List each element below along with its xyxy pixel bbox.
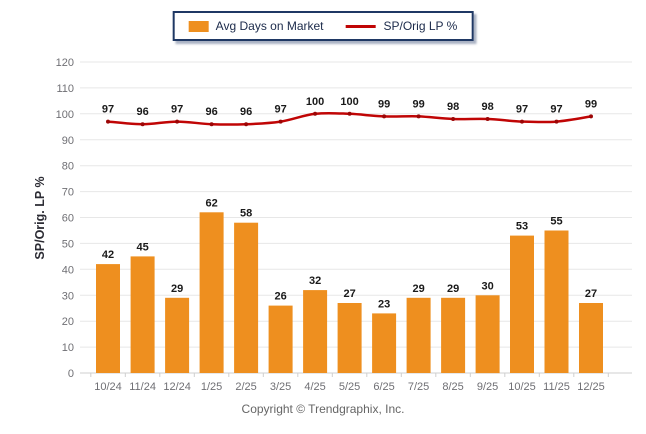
bar-value-label: 55: [550, 216, 562, 228]
line-point-marker: [313, 111, 318, 116]
bar-series-swatch-icon: [188, 20, 209, 32]
avg-days-bar: [510, 235, 534, 373]
bar-value-label: 27: [343, 288, 355, 300]
line-value-label: 100: [340, 96, 358, 108]
y-axis-tick-label: 20: [62, 316, 74, 328]
avg-days-bar: [234, 222, 259, 373]
avg-days-bar: [372, 313, 397, 373]
line-point-marker: [209, 122, 214, 127]
line-value-label: 98: [447, 101, 459, 113]
line-value-label: 96: [205, 106, 217, 118]
combo-chart-canvas: 0 10 20 30 40 50 60 70 80 90 100 110 120 10/24 11/24 12…: [33, 57, 632, 393]
bar-value-label: 29: [447, 283, 459, 295]
avg-days-bar: [130, 256, 155, 373]
line-point-marker: [175, 119, 180, 124]
line-value-label: 97: [516, 104, 528, 116]
line-point-marker: [589, 114, 593, 119]
line-value-label: 97: [550, 104, 562, 116]
line-value-label: 96: [136, 106, 148, 118]
avg-days-bar: [303, 290, 328, 373]
x-axis-category-label: 10/25: [508, 381, 536, 393]
legend-label-sp-orig-lp: SP/Orig LP %: [383, 19, 458, 33]
line-point-marker: [347, 111, 352, 116]
bar-value-label: 29: [171, 283, 183, 295]
bar-value-label: 32: [309, 275, 321, 287]
y-axis-tick-label: 0: [68, 368, 74, 380]
line-value-label: 100: [306, 96, 324, 108]
avg-days-bar: [96, 264, 120, 373]
line-point-marker: [244, 122, 249, 127]
line-value-label: 97: [274, 104, 286, 116]
line-value-label: 99: [585, 98, 597, 110]
avg-days-bar: [165, 297, 190, 373]
x-axis-category-label: 6/25: [373, 381, 394, 393]
y-axis-tick-label: 60: [62, 213, 74, 225]
avg-days-bar: [268, 305, 293, 373]
line-point-marker: [451, 117, 456, 121]
x-axis-category-label: 11/25: [543, 381, 570, 393]
bar-value-label: 58: [240, 208, 252, 220]
line-value-label: 96: [240, 106, 252, 118]
x-axis-category-label: 9/25: [477, 381, 498, 393]
legend-label-avg-days: Avg Days on Market: [215, 19, 324, 33]
line-point-marker: [416, 114, 421, 119]
x-axis-category-label: 11/24: [129, 381, 156, 393]
line-value-label: 97: [102, 104, 114, 116]
line-value-label: 99: [412, 98, 424, 110]
y-axis-tick-label: 80: [62, 161, 74, 173]
x-axis-category-label: 3/25: [270, 381, 291, 393]
y-axis-tick-label: 70: [62, 187, 74, 199]
x-axis-category-label: 10/24: [94, 381, 122, 393]
avg-days-bar: [337, 303, 362, 373]
x-axis-category-label: 7/25: [408, 381, 429, 393]
y-axis-tick-label: 30: [62, 290, 74, 302]
bar-value-label: 53: [516, 221, 528, 233]
line-series-swatch-icon: [345, 24, 376, 28]
y-axis-tick-label: 120: [56, 57, 74, 69]
x-axis-category-label: 12/25: [577, 381, 605, 393]
avg-days-bar: [406, 297, 431, 373]
line-point-marker: [278, 119, 283, 124]
line-point-marker: [485, 117, 490, 121]
line-value-label: 97: [171, 104, 183, 116]
bar-value-label: 27: [585, 288, 597, 300]
x-axis-category-label: 8/25: [442, 381, 463, 393]
avg-days-bar: [544, 230, 569, 373]
line-point-marker: [382, 114, 387, 119]
y-axis-tick-label: 90: [62, 135, 74, 147]
bar-value-label: 62: [205, 197, 217, 209]
bar-value-label: 45: [136, 241, 148, 253]
y-axis-tick-label: 50: [62, 238, 74, 250]
line-value-label: 98: [481, 101, 493, 113]
bar-value-label: 26: [274, 291, 286, 303]
bar-value-label: 23: [378, 298, 390, 310]
chart-legend: Avg Days on Market SP/Orig LP %: [172, 11, 474, 41]
y-axis-tick-label: 40: [62, 264, 74, 276]
y-axis-tick-label: 10: [62, 342, 74, 354]
x-axis-category-label: 12/24: [163, 381, 191, 393]
x-axis-category-label: 2/25: [235, 381, 256, 393]
avg-days-bar: [579, 303, 603, 373]
y-axis-tick-label: 100: [56, 109, 74, 121]
x-axis-category-label: 1/25: [201, 381, 222, 393]
x-axis-category-label: 4/25: [304, 381, 325, 393]
line-point-marker: [140, 122, 145, 127]
bar-value-label: 29: [412, 283, 424, 295]
bar-value-label: 30: [481, 280, 493, 292]
line-point-marker: [554, 119, 559, 124]
avg-days-bar: [475, 295, 500, 374]
avg-days-bar: [199, 212, 224, 373]
line-point-marker: [106, 119, 110, 124]
y-axis-title: SP/Orig. LP %: [33, 176, 47, 259]
line-value-label: 99: [378, 98, 390, 110]
y-axis-tick-label: 110: [56, 83, 74, 95]
line-point-marker: [520, 119, 524, 124]
bar-value-label: 42: [102, 249, 114, 261]
copyright-text: Copyright © Trendgraphix, Inc.: [241, 402, 405, 416]
avg-days-bar: [441, 297, 466, 373]
x-axis-category-label: 5/25: [339, 381, 360, 393]
